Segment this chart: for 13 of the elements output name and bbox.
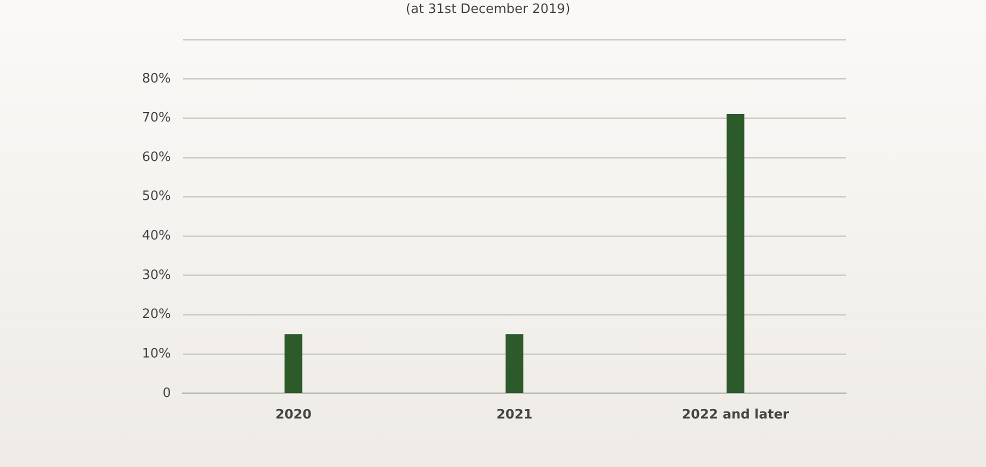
y-tick-label: 20%	[142, 307, 171, 322]
y-tick-label: 30%	[142, 268, 171, 283]
y-tick-label: 50%	[142, 189, 171, 204]
y-tick-label: 40%	[142, 228, 171, 244]
x-tick-label: 2022 and later	[682, 408, 790, 423]
chart-title: (at 31st December 2019)	[406, 2, 570, 18]
x-tick-label: 2020	[275, 408, 312, 423]
y-tick-label: 80%	[142, 71, 171, 86]
y-tick-label: 70%	[142, 110, 171, 126]
y-tick-label: 10%	[142, 346, 171, 362]
x-tick-label: 2021	[496, 408, 533, 423]
y-tick-label: 0	[162, 386, 171, 401]
y-tick-label: 60%	[142, 150, 171, 165]
